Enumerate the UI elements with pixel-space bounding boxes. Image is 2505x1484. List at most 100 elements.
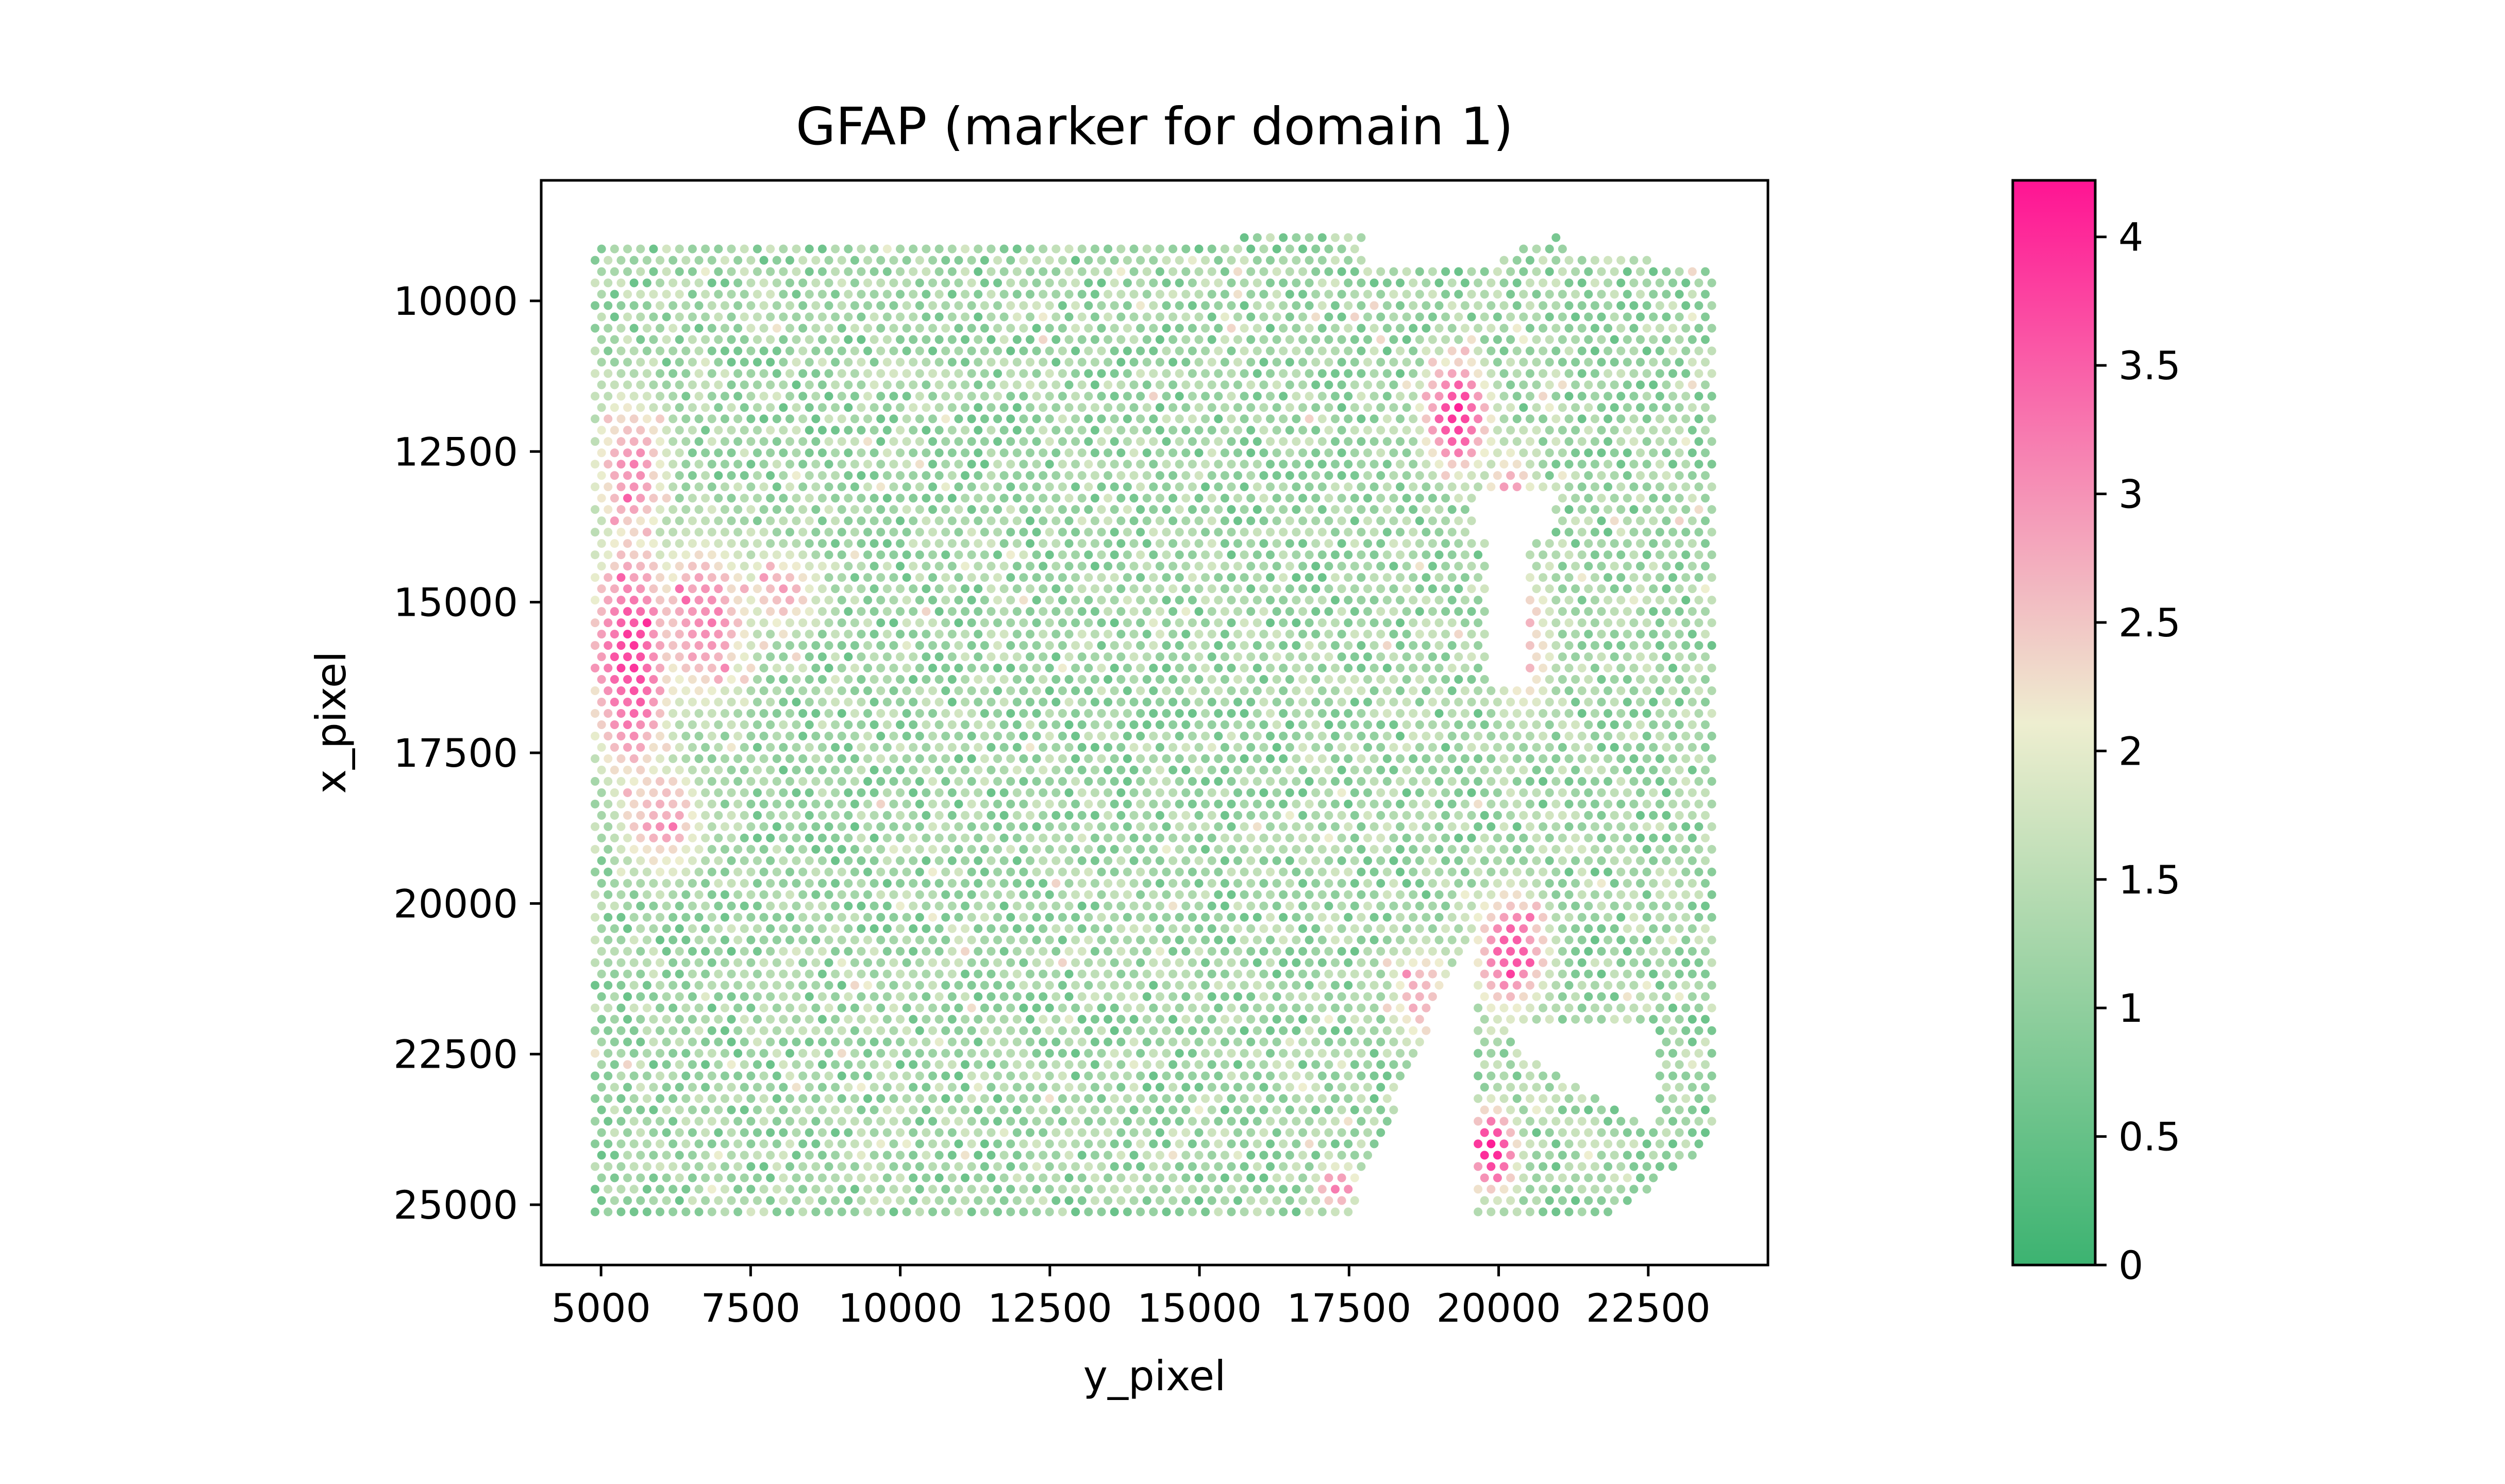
spot-point — [1480, 358, 1489, 367]
spot-point — [1642, 799, 1651, 808]
spot-point — [792, 380, 801, 390]
spot-point — [1551, 301, 1561, 310]
spot-point — [817, 720, 827, 729]
spot-point — [1454, 698, 1463, 706]
spot-point — [999, 426, 1009, 435]
spot-point — [1077, 652, 1087, 662]
spot-point — [1051, 448, 1061, 458]
spot-point — [1305, 777, 1314, 786]
spot-point — [1571, 380, 1580, 390]
spot-point — [902, 754, 911, 763]
spot-point — [1129, 494, 1139, 503]
spot-point — [1233, 494, 1242, 503]
spot-point — [1142, 380, 1151, 390]
spot-point — [824, 664, 833, 672]
spot-point — [1305, 799, 1314, 808]
spot-point — [1298, 652, 1307, 662]
spot-point — [1311, 290, 1321, 299]
spot-point — [1422, 754, 1431, 763]
spot-point — [1460, 890, 1469, 899]
spot-point — [1402, 833, 1411, 842]
spot-point — [1175, 392, 1184, 401]
spot-point — [1285, 879, 1294, 888]
spot-point — [1162, 369, 1171, 378]
spot-point — [850, 550, 859, 560]
spot-point — [1116, 833, 1126, 842]
spot-point — [707, 482, 716, 492]
spot-point — [1324, 675, 1333, 684]
spot-point — [1311, 879, 1321, 888]
spot-point — [1104, 675, 1113, 684]
spot-point — [1571, 856, 1580, 865]
spot-point — [876, 686, 886, 695]
spot-point — [1012, 584, 1022, 594]
spot-point — [701, 244, 710, 254]
spot-point — [889, 618, 898, 628]
spot-point — [1604, 777, 1613, 786]
spot-point — [604, 301, 613, 310]
spot-point — [1071, 278, 1080, 288]
spot-point — [1337, 380, 1346, 390]
spot-point — [1447, 596, 1457, 605]
spot-point — [844, 516, 853, 526]
spot-point — [1220, 788, 1229, 797]
spot-point — [1019, 754, 1028, 763]
spot-point — [772, 301, 781, 310]
spot-point — [1259, 562, 1268, 571]
spot-point — [1467, 312, 1476, 322]
spot-point — [662, 879, 671, 888]
spot-point — [1396, 618, 1405, 628]
spot-point — [707, 392, 716, 401]
spot-point — [947, 403, 957, 412]
spot-point — [1707, 664, 1716, 672]
spot-point — [934, 403, 944, 412]
spot-point — [1623, 380, 1632, 390]
spot-point — [1655, 799, 1664, 808]
spot-point — [1252, 641, 1262, 650]
spot-point — [1246, 539, 1256, 548]
spot-point — [1545, 607, 1554, 616]
spot-point — [837, 664, 846, 672]
spot-point — [1382, 641, 1392, 650]
spot-point — [876, 256, 886, 265]
spot-point — [1240, 732, 1249, 740]
spot-point — [1363, 312, 1372, 322]
spot-point — [1545, 698, 1554, 706]
spot-point — [902, 686, 911, 695]
spot-point — [993, 845, 1002, 854]
spot-point — [772, 732, 781, 740]
spot-point — [1227, 618, 1236, 628]
spot-point — [857, 426, 866, 435]
spot-point — [662, 380, 671, 390]
spot-point — [1292, 346, 1301, 356]
spot-point — [1285, 720, 1294, 729]
spot-point — [1597, 494, 1606, 503]
spot-point — [1045, 686, 1054, 695]
spot-point — [1123, 346, 1132, 356]
spot-point — [1084, 641, 1093, 650]
spot-point — [1389, 788, 1398, 797]
spot-point — [1077, 312, 1087, 322]
spot-point — [656, 799, 664, 808]
spot-point — [1324, 244, 1333, 254]
spot-point — [1577, 414, 1586, 424]
spot-point — [1058, 256, 1067, 265]
spot-point — [616, 618, 626, 628]
spot-point — [1642, 822, 1651, 831]
spot-point — [1688, 833, 1697, 842]
spot-point — [669, 437, 678, 446]
spot-point — [1551, 437, 1561, 446]
spot-point — [707, 845, 716, 854]
spot-point — [1577, 301, 1586, 310]
spot-point — [792, 516, 801, 526]
spot-point — [980, 777, 989, 786]
spot-point — [798, 709, 808, 718]
spot-point — [688, 426, 697, 435]
spot-point — [1610, 652, 1619, 662]
spot-point — [1584, 471, 1593, 480]
spot-point — [999, 901, 1009, 910]
spot-point — [1077, 290, 1087, 299]
spot-point — [1175, 369, 1184, 378]
spot-point — [753, 765, 762, 774]
spot-point — [1357, 550, 1366, 560]
